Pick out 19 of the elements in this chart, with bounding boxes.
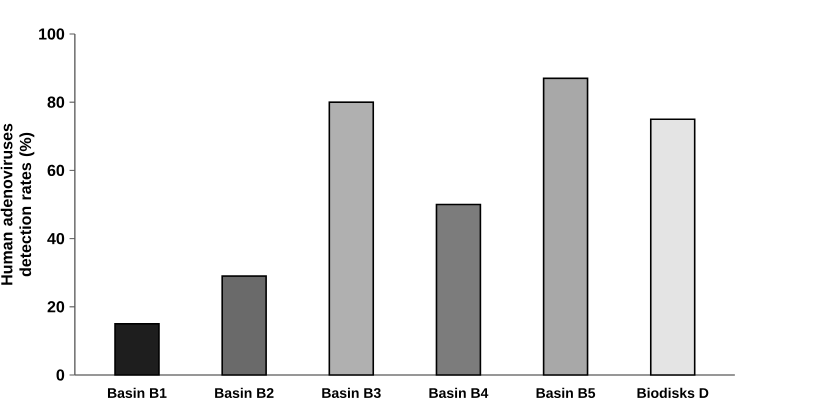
y-tick-label: 60 bbox=[48, 164, 64, 176]
y-axis-title: Human adenoviruses detection rates (%) bbox=[0, 124, 34, 285]
y-tick-label: 20 bbox=[48, 301, 64, 312]
bar bbox=[650, 118, 696, 376]
bar bbox=[436, 204, 482, 376]
x-tick-label: Biodisks D bbox=[637, 388, 708, 398]
y-tick-label: 80 bbox=[48, 96, 64, 108]
x-tick-label: Basin B4 bbox=[429, 388, 488, 398]
x-tick-label: Basin B1 bbox=[108, 388, 167, 398]
y-tick-label: 100 bbox=[39, 28, 64, 40]
y-tick-label: 40 bbox=[47, 232, 64, 244]
bar bbox=[542, 78, 588, 376]
bar bbox=[328, 101, 374, 376]
x-tick-label: Basin B3 bbox=[322, 388, 381, 398]
y-tick-label: 0 bbox=[56, 369, 64, 381]
bar bbox=[221, 275, 267, 376]
bar bbox=[114, 323, 160, 376]
x-tick-label: Basin B2 bbox=[215, 388, 274, 398]
x-tick-label: Basin B5 bbox=[536, 388, 596, 398]
